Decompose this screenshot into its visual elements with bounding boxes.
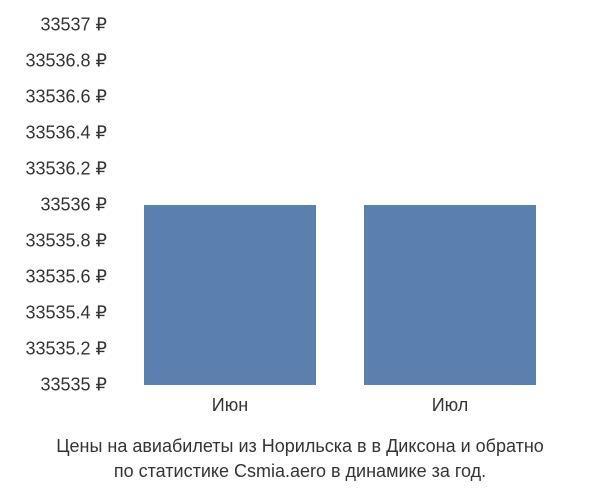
x-tick-label: Июл — [432, 395, 469, 416]
plot-area — [120, 25, 560, 385]
x-axis: Июн Июл — [120, 395, 560, 425]
caption-line-1: Цены на авиабилеты из Норильска в в Дикс… — [0, 435, 600, 458]
y-tick-label: 33535.4 ₽ — [25, 303, 107, 324]
y-tick-label: 33536.2 ₽ — [25, 159, 107, 180]
bar — [364, 205, 536, 385]
y-tick-label: 33537 ₽ — [40, 15, 107, 36]
y-tick-label: 33535.6 ₽ — [25, 267, 107, 288]
x-tick-label: Июн — [212, 395, 248, 416]
y-tick-label: 33536.8 ₽ — [25, 51, 107, 72]
y-tick-label: 33535.2 ₽ — [25, 339, 107, 360]
y-tick-label: 33535.8 ₽ — [25, 231, 107, 252]
y-tick-label: 33535 ₽ — [40, 375, 107, 396]
y-tick-label: 33536 ₽ — [40, 195, 107, 216]
bar — [144, 205, 316, 385]
y-tick-label: 33536.4 ₽ — [25, 123, 107, 144]
y-tick-label: 33536.6 ₽ — [25, 87, 107, 108]
y-axis: 33537 ₽33536.8 ₽33536.6 ₽33536.4 ₽33536.… — [0, 25, 115, 385]
caption-line-2: по статистике Csmia.aero в динамике за г… — [0, 460, 600, 483]
